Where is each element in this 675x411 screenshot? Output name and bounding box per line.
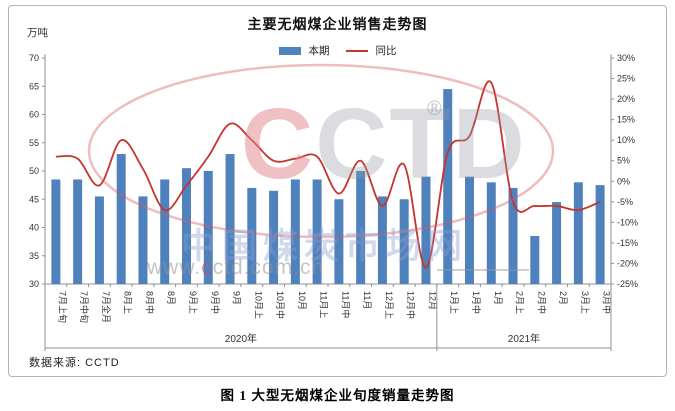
legend-yoy-label: 同比 <box>375 45 397 57</box>
svg-text:12月中: 12月中 <box>406 291 417 319</box>
svg-text:-20%: -20% <box>617 258 638 268</box>
svg-text:5%: 5% <box>617 156 630 166</box>
svg-text:30: 30 <box>29 279 39 289</box>
svg-text:8月中: 8月中 <box>144 291 155 314</box>
svg-text:10月上: 10月上 <box>253 291 263 319</box>
svg-text:9月上: 9月上 <box>188 291 198 314</box>
legend-current-label: 本期 <box>308 45 330 57</box>
svg-text:11月中: 11月中 <box>340 291 351 318</box>
svg-text:-25%: -25% <box>617 279 638 289</box>
svg-text:1月上: 1月上 <box>449 291 459 314</box>
svg-text:50: 50 <box>29 166 39 176</box>
svg-text:7月上旬: 7月上旬 <box>57 291 68 323</box>
legend: 本期 同比 <box>9 43 666 58</box>
svg-text:40: 40 <box>29 223 39 233</box>
svg-text:10月: 10月 <box>297 291 307 310</box>
svg-text:30%: 30% <box>617 54 635 63</box>
svg-text:9月中: 9月中 <box>210 291 221 314</box>
svg-text:11月上: 11月上 <box>319 291 329 318</box>
svg-text:3月上: 3月上 <box>580 291 590 314</box>
data-source-note: 数据来源: CCTD <box>29 357 120 369</box>
svg-text:10%: 10% <box>617 135 635 145</box>
svg-text:9月: 9月 <box>232 291 242 305</box>
chart-canvas: 70 65 60 55 50 45 40 35 30 30% 25% 20% 15% 10% 5% 0% -5%… <box>29 54 638 351</box>
svg-text:2月上: 2月上 <box>515 291 525 314</box>
figure-caption: 图 1 大型无烟煤企业旬度销量走势图 <box>220 388 455 403</box>
svg-text:0%: 0% <box>617 176 630 186</box>
svg-text:2月: 2月 <box>558 291 568 305</box>
svg-text:8月上: 8月上 <box>123 291 133 314</box>
svg-text:12月: 12月 <box>427 291 437 310</box>
svg-text:8月: 8月 <box>166 291 176 305</box>
svg-text:55: 55 <box>29 138 39 148</box>
svg-text:12月上: 12月上 <box>384 291 394 319</box>
svg-text:15%: 15% <box>617 115 635 125</box>
svg-text:1月中: 1月中 <box>471 291 482 314</box>
svg-text:20%: 20% <box>617 94 635 104</box>
legend-bar-swatch <box>278 46 301 55</box>
chart-panel: 主要无烟煤企业销售走势图 万吨 本期 同比 70 65 60 55 50 45 40 35 30… <box>8 5 667 377</box>
svg-text:-15%: -15% <box>617 238 638 248</box>
left-axis-unit-label: 万吨 <box>27 27 48 39</box>
svg-text:11月: 11月 <box>362 291 372 309</box>
svg-text:2021年: 2021年 <box>508 332 540 345</box>
svg-text:1月: 1月 <box>493 291 503 305</box>
svg-text:10月中: 10月中 <box>275 291 286 319</box>
svg-text:35: 35 <box>29 251 39 261</box>
svg-text:7月中旬: 7月中旬 <box>79 291 90 323</box>
svg-text:65: 65 <box>29 81 39 91</box>
svg-text:-5%: -5% <box>617 197 633 207</box>
chart-title: 主要无烟煤企业销售走势图 <box>247 16 428 32</box>
legend-line-swatch <box>345 49 368 52</box>
svg-text:60: 60 <box>29 110 39 120</box>
svg-text:25%: 25% <box>617 74 635 84</box>
svg-text:70: 70 <box>29 54 39 63</box>
svg-text:7月全月: 7月全月 <box>101 291 112 323</box>
svg-text:45: 45 <box>29 194 39 204</box>
svg-text:-10%: -10% <box>617 217 638 227</box>
svg-text:2月中: 2月中 <box>536 291 547 314</box>
svg-text:3月中: 3月中 <box>602 291 613 314</box>
svg-text:2020年: 2020年 <box>225 332 257 345</box>
